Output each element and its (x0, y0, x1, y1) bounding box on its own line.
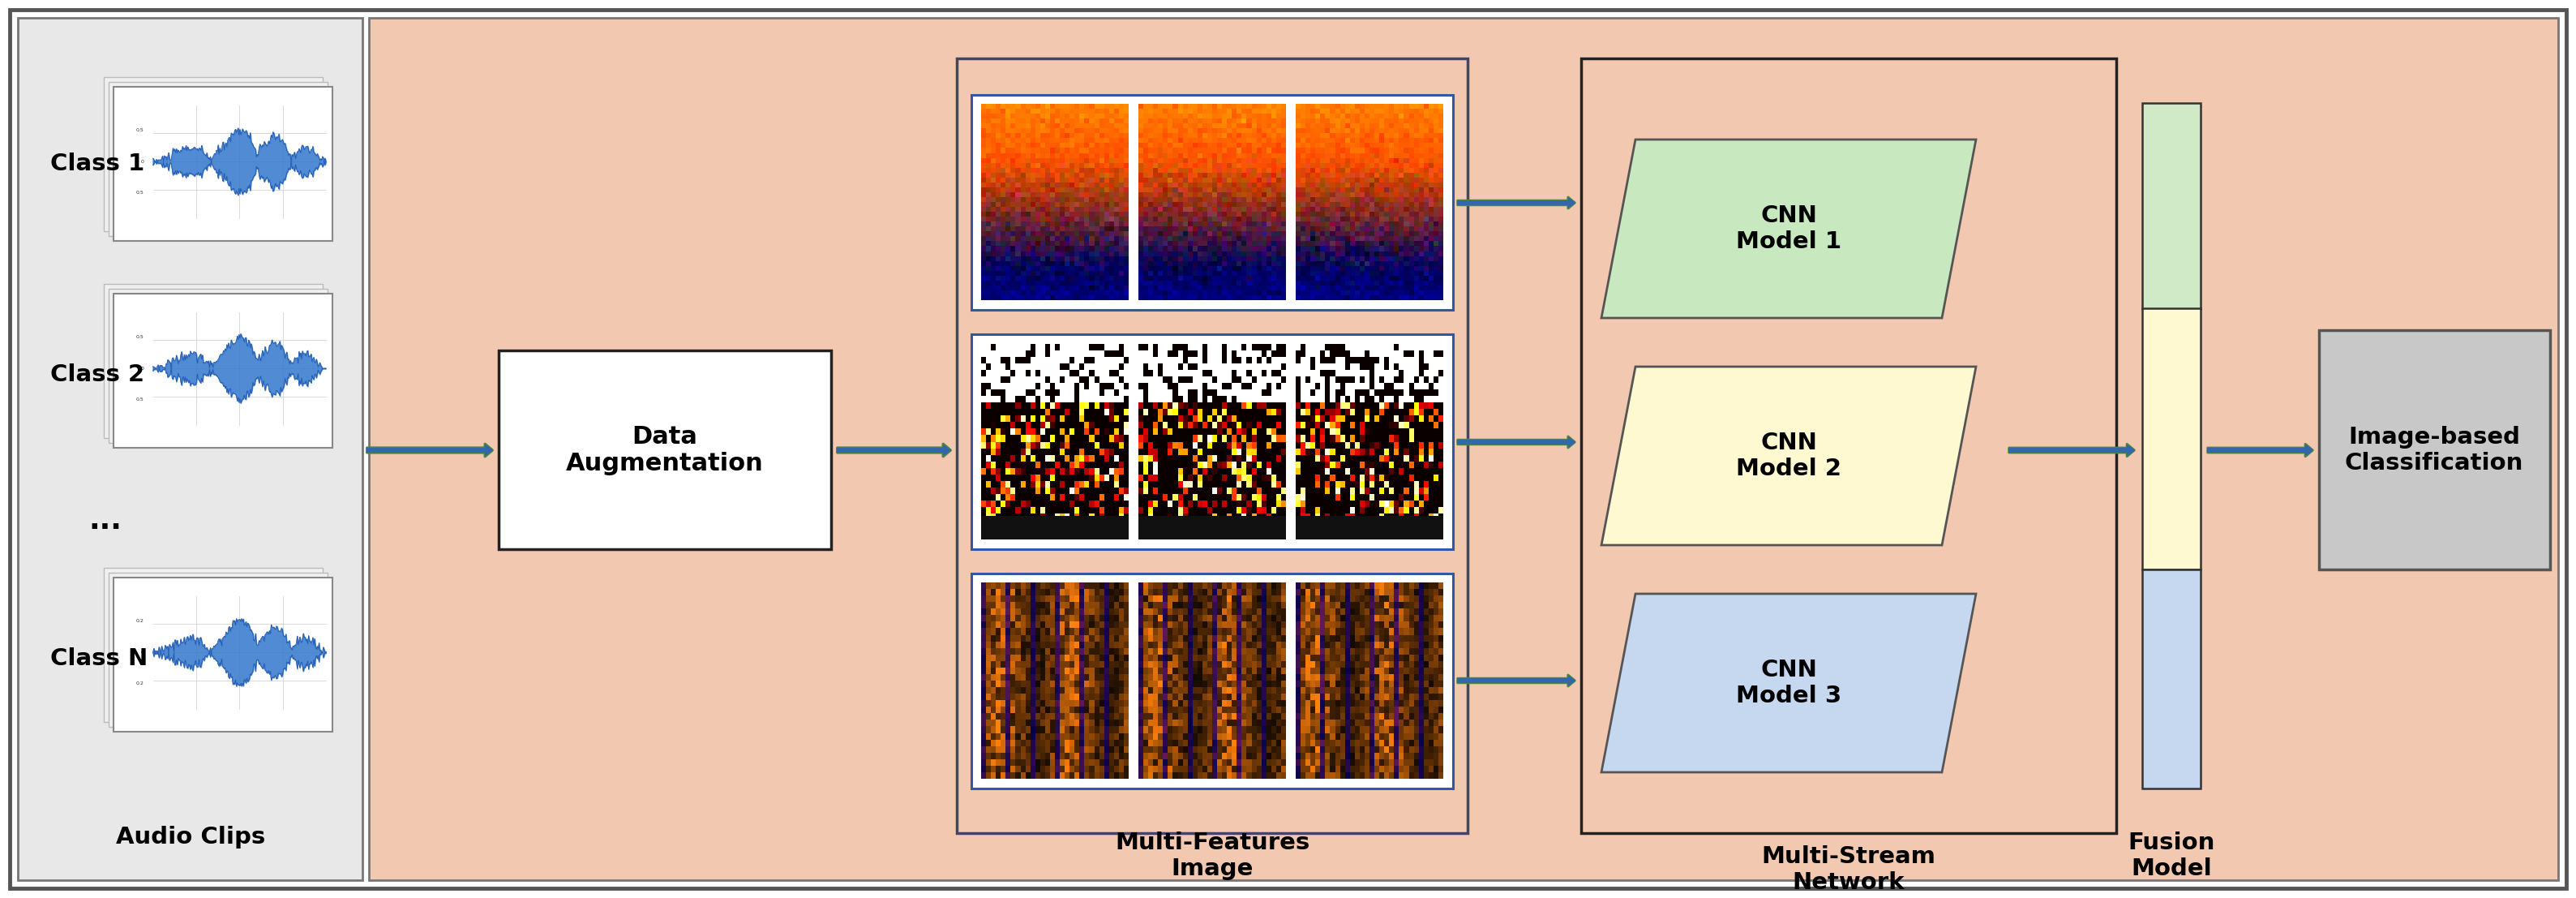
Text: 0.5: 0.5 (137, 335, 144, 339)
Bar (113, 87, 332, 241)
Text: CNN
Model 3: CNN Model 3 (1736, 658, 1842, 708)
Polygon shape (1602, 366, 1976, 545)
Bar (956, 58, 1468, 833)
Text: Multi-Features
Image: Multi-Features Image (1115, 832, 1309, 880)
Polygon shape (1602, 594, 1976, 772)
Bar (500, 350, 832, 550)
Bar (2143, 103, 2200, 309)
Bar (2318, 330, 2550, 569)
Text: Audio Clips: Audio Clips (116, 826, 265, 849)
Text: Class 2: Class 2 (52, 364, 144, 386)
Bar (113, 577, 332, 732)
Text: 0.2: 0.2 (137, 619, 144, 623)
Text: Fusion
Model: Fusion Model (2128, 832, 2215, 880)
Text: Multi-Stream
Network: Multi-Stream Network (1762, 845, 1935, 894)
Text: 0.5: 0.5 (137, 128, 144, 132)
Text: ...: ... (88, 507, 121, 534)
Bar (103, 284, 322, 438)
Bar (971, 334, 1453, 550)
Bar (971, 95, 1453, 310)
Bar (981, 516, 1128, 540)
Bar (103, 568, 322, 722)
Bar (1582, 58, 2117, 833)
Bar (18, 18, 363, 880)
Bar (971, 574, 1453, 788)
Text: 0: 0 (142, 160, 144, 163)
Bar (108, 289, 327, 443)
Text: Class 1: Class 1 (52, 153, 144, 175)
Text: Data
Augmentation: Data Augmentation (567, 425, 762, 476)
Bar (1139, 516, 1285, 540)
Text: 0.5: 0.5 (137, 191, 144, 195)
Bar (113, 294, 332, 448)
Bar (1296, 516, 1443, 540)
Bar (2143, 569, 2200, 788)
Text: CNN
Model 1: CNN Model 1 (1736, 204, 1842, 253)
Bar (108, 573, 327, 726)
Bar (368, 18, 2558, 880)
Text: 0.5: 0.5 (137, 398, 144, 402)
Text: Class N: Class N (52, 647, 147, 670)
Text: CNN
Model 2: CNN Model 2 (1736, 431, 1842, 480)
Text: 0: 0 (142, 366, 144, 371)
Polygon shape (1602, 139, 1976, 318)
Text: Image-based
Classification: Image-based Classification (2344, 426, 2524, 475)
Text: 0.2: 0.2 (137, 682, 144, 686)
Bar (108, 82, 327, 236)
Text: 0: 0 (142, 650, 144, 655)
Bar (2143, 309, 2200, 569)
Bar (103, 77, 322, 231)
